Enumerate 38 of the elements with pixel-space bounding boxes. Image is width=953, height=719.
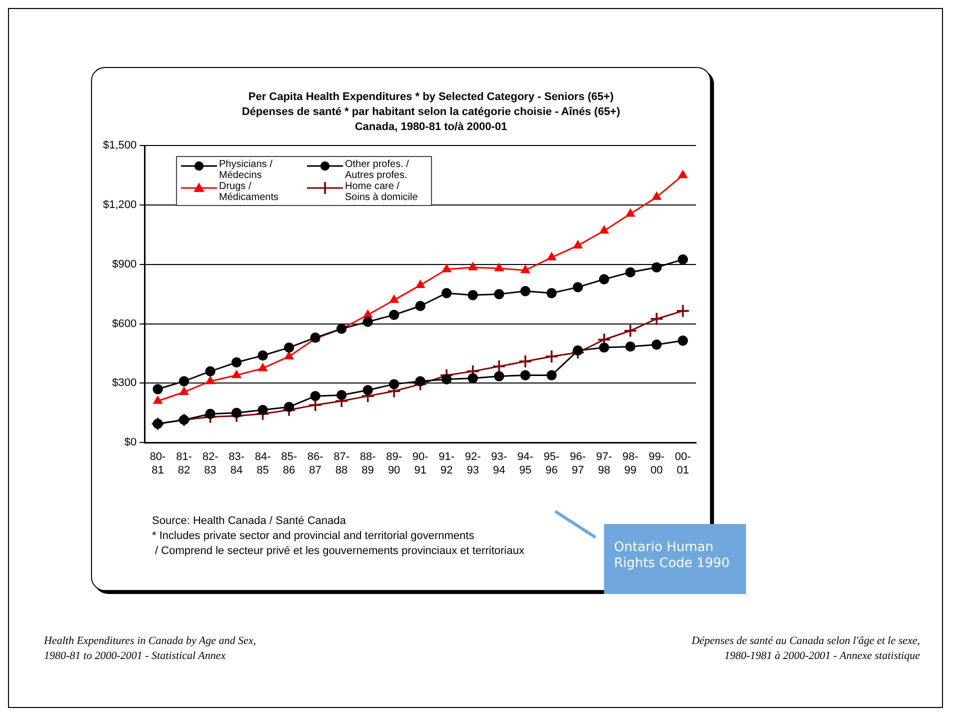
y-tick-label: $300 <box>112 377 137 390</box>
x-tick-label: 89-90 <box>386 451 402 476</box>
x-tick-label: 91-92 <box>438 451 455 476</box>
text: Dépenses de santé au Canada selon l'âge et le sexe, 1980-1981 à 2000-2001 - Annexe statistique <box>692 634 920 664</box>
x-tick-label: 99-00 <box>648 451 665 476</box>
x-tick-label: 82-83 <box>202 451 219 476</box>
x-tick-label: 93-94 <box>491 451 508 476</box>
chart-title: Per Capita Health Expenditures * by Selected Category - Seniors (65+) <box>247 90 615 105</box>
x-tick-label: 84-85 <box>254 451 272 476</box>
x-tick-label: 83-84 <box>228 451 245 476</box>
y-tick-label: $600 <box>112 318 137 330</box>
legend-label: Other profes. / Autres profes. <box>345 159 410 181</box>
x-tick-label: 97-98 <box>596 451 612 476</box>
source-note: Source: Health Canada / Santé Canada <box>152 514 347 529</box>
x-tick-label: 88-89 <box>360 451 376 476</box>
x-tick-label: 87-88 <box>334 451 350 476</box>
x-tick-label: 00-01 <box>674 451 692 476</box>
x-tick-label: 86-87 <box>307 451 324 476</box>
text: * Includes private sector and provincial and territorial governments / Comprend le secteur privé et les gouvernements provinciaux et territoriaux <box>152 529 524 559</box>
y-tick-label: $900 <box>112 258 137 270</box>
text: Ontario Human Rights Code 1990 <box>614 540 731 572</box>
x-tick-label: 90-91 <box>412 451 429 476</box>
y-tick-label: $1,200 <box>102 199 137 212</box>
legend-label: Physicians / Médecins <box>219 159 274 181</box>
y-tick-label: $1,500 <box>102 140 137 152</box>
x-tick-label: 81-82 <box>176 451 192 476</box>
x-tick-label: 96-97 <box>570 451 586 476</box>
x-tick-label: 98-99 <box>622 451 639 476</box>
x-tick-label: 94-95 <box>517 451 534 476</box>
legend-label: Drugs / Médicaments <box>219 181 280 203</box>
x-tick-label: 95-96 <box>544 451 560 476</box>
y-tick-label: $0 <box>124 436 137 449</box>
legend-label: Home care / Soins à domicile <box>345 181 419 203</box>
chart-subtitle: Dépenses de santé * par habitant selon la catégorie choisie - Aînés (65+) Canada, 1980-81 to/à 2000-01 <box>240 105 622 135</box>
x-tick-label: 92-93 <box>464 451 482 476</box>
text: Health Expenditures in Canada by Age and Sex, 1980-81 to 2000-2001 - Statistical Annex <box>44 634 256 664</box>
x-tick-label: 85-86 <box>281 451 298 476</box>
x-tick-label: 80-81 <box>150 451 166 476</box>
